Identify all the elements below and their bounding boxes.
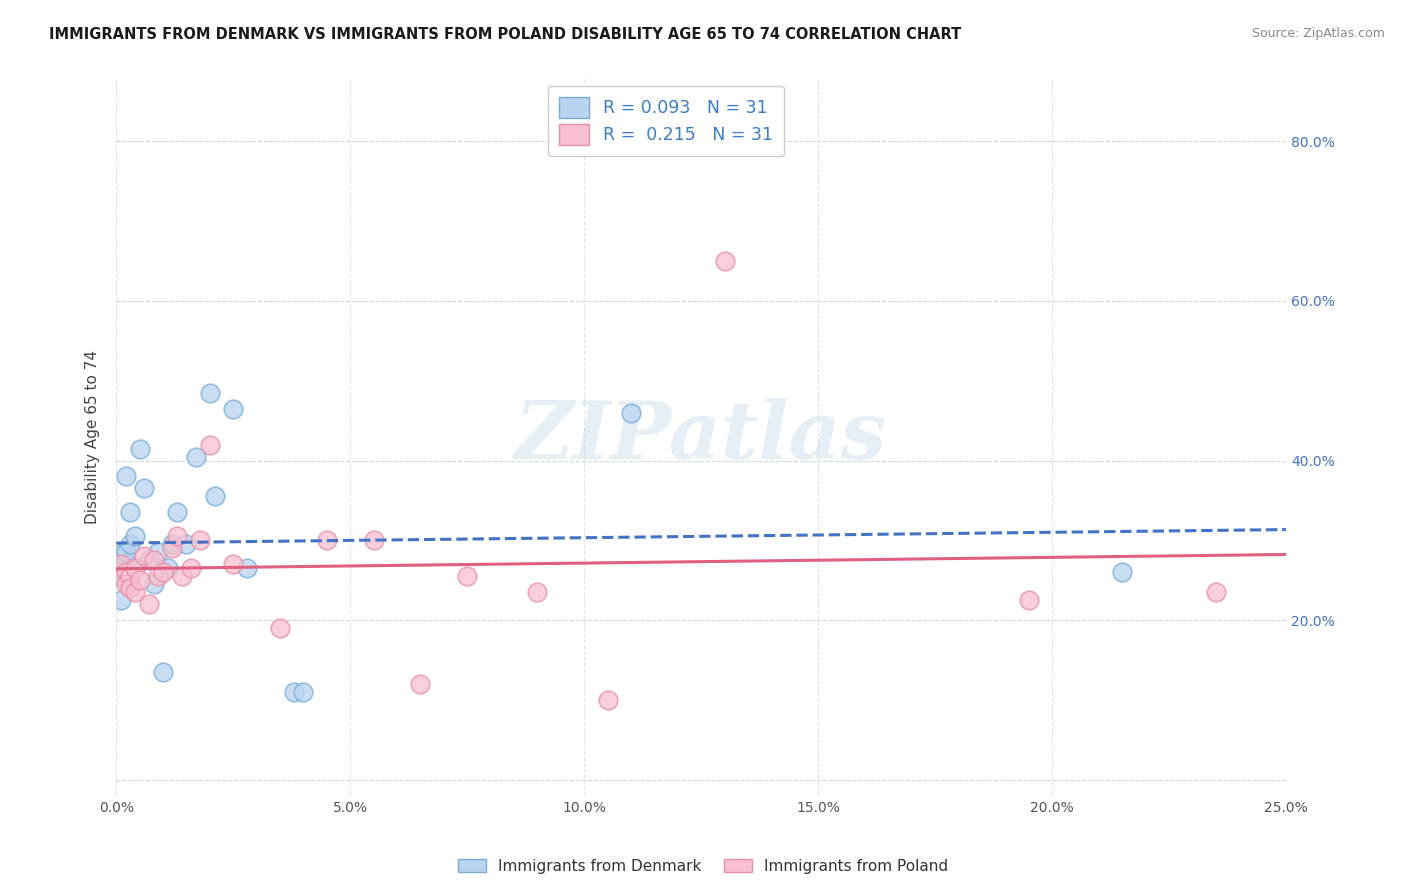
- Point: [148, 545, 170, 559]
- Point: [142, 577, 165, 591]
- Point: [128, 573, 150, 587]
- Point: [124, 561, 146, 575]
- Point: [124, 529, 146, 543]
- Point: [162, 537, 184, 551]
- Point: [114, 558, 136, 572]
- Point: [138, 553, 160, 567]
- Point: [142, 553, 165, 567]
- Text: IMMIGRANTS FROM DENMARK VS IMMIGRANTS FROM POLAND DISABILITY AGE 65 TO 74 CORREL: IMMIGRANTS FROM DENMARK VS IMMIGRANTS FR…: [49, 27, 962, 42]
- Point: [110, 558, 132, 572]
- Point: [120, 537, 142, 551]
- Point: [409, 677, 432, 691]
- Point: [180, 561, 202, 575]
- Point: [112, 545, 135, 559]
- Point: [222, 401, 245, 416]
- Point: [198, 437, 221, 451]
- Point: [152, 566, 174, 580]
- Point: [456, 569, 478, 583]
- Point: [110, 569, 132, 583]
- Point: [363, 533, 385, 548]
- Point: [292, 685, 315, 699]
- Point: [124, 585, 146, 599]
- Point: [204, 490, 226, 504]
- Point: [152, 665, 174, 679]
- Point: [222, 558, 245, 572]
- Point: [128, 442, 150, 456]
- Point: [134, 549, 156, 564]
- Text: ZIPatlas: ZIPatlas: [515, 398, 887, 475]
- Point: [114, 545, 136, 559]
- Point: [107, 569, 129, 583]
- Point: [120, 569, 142, 583]
- Point: [120, 577, 142, 591]
- Point: [190, 533, 212, 548]
- Point: [120, 505, 142, 519]
- Point: [114, 566, 136, 580]
- Point: [124, 561, 146, 575]
- Legend: R = 0.093   N = 31, R =  0.215   N = 31: R = 0.093 N = 31, R = 0.215 N = 31: [548, 86, 785, 156]
- Point: [184, 450, 207, 464]
- Point: [176, 537, 198, 551]
- Point: [236, 561, 259, 575]
- Point: [120, 581, 142, 595]
- Point: [283, 685, 305, 699]
- Point: [198, 385, 221, 400]
- Point: [170, 569, 193, 583]
- Point: [134, 482, 156, 496]
- Text: Source: ZipAtlas.com: Source: ZipAtlas.com: [1251, 27, 1385, 40]
- Point: [166, 505, 188, 519]
- Point: [620, 406, 643, 420]
- Point: [596, 693, 619, 707]
- Point: [156, 561, 179, 575]
- Point: [315, 533, 337, 548]
- Point: [1018, 593, 1040, 607]
- Point: [114, 469, 136, 483]
- Point: [269, 621, 291, 635]
- Point: [166, 529, 188, 543]
- Point: [162, 541, 184, 556]
- Y-axis label: Disability Age 65 to 74: Disability Age 65 to 74: [86, 350, 100, 524]
- Point: [1205, 585, 1227, 599]
- Legend: Immigrants from Denmark, Immigrants from Poland: Immigrants from Denmark, Immigrants from…: [451, 853, 955, 880]
- Point: [148, 569, 170, 583]
- Point: [110, 593, 132, 607]
- Point: [1111, 566, 1133, 580]
- Point: [110, 561, 132, 575]
- Point: [526, 585, 548, 599]
- Point: [114, 577, 136, 591]
- Point: [713, 254, 735, 268]
- Point: [138, 597, 160, 611]
